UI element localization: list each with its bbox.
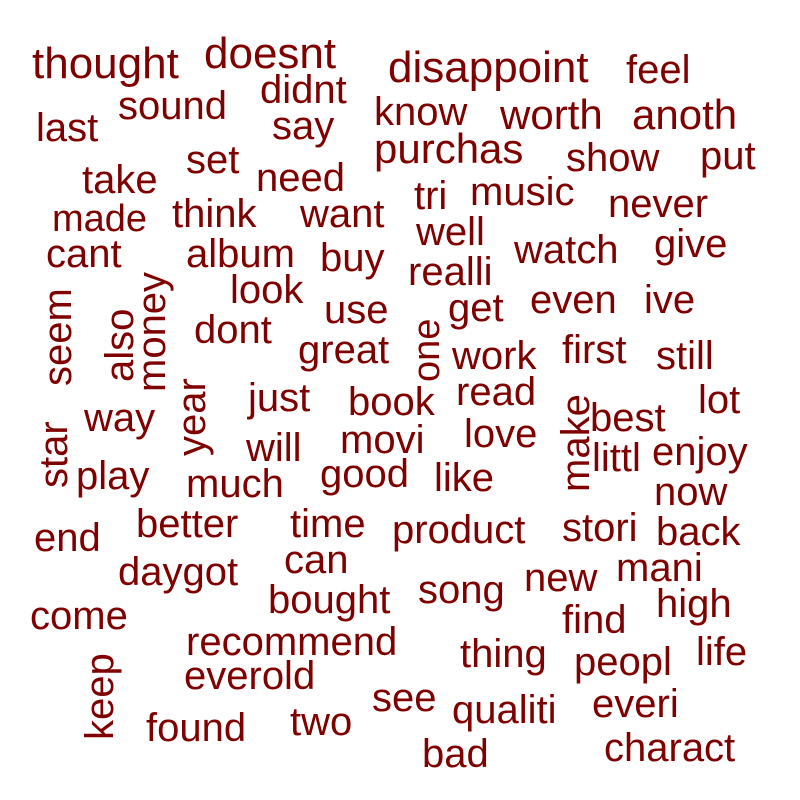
word-like: like xyxy=(434,456,495,500)
word-worth: worth xyxy=(500,91,603,138)
word-high: high xyxy=(656,582,732,626)
word-great: great xyxy=(298,328,390,372)
word-realli: realli xyxy=(408,250,493,294)
word-song: song xyxy=(418,568,505,612)
word-better: better xyxy=(136,502,239,546)
word-life: life xyxy=(696,630,748,674)
word-good: good xyxy=(320,452,409,496)
word-think: think xyxy=(172,192,257,236)
word-way: way xyxy=(84,396,156,440)
word-found: found xyxy=(146,706,247,750)
word-make: make xyxy=(554,394,598,492)
word-give: give xyxy=(654,222,728,266)
word-disappoint: disappoint xyxy=(388,43,589,92)
word-thought: thought xyxy=(32,39,179,88)
word-doesnt: doesnt xyxy=(204,29,337,78)
word-keep: keep xyxy=(78,653,122,740)
word-watch: watch xyxy=(514,228,619,272)
word-littl: littl xyxy=(592,436,641,480)
word-dont: dont xyxy=(194,308,272,352)
word-just: just xyxy=(248,376,311,420)
word-play: play xyxy=(76,454,150,498)
word-want: want xyxy=(300,192,385,236)
word-qualiti: qualiti xyxy=(452,688,557,732)
word-two: two xyxy=(290,700,353,744)
word-now: now xyxy=(654,470,728,514)
word-buy: buy xyxy=(320,236,385,280)
word-set: set xyxy=(186,138,240,182)
word-mani: mani xyxy=(616,546,703,590)
word-show: show xyxy=(566,136,660,180)
word-take: take xyxy=(82,158,158,202)
word-feel: feel xyxy=(626,48,691,92)
word-product: product xyxy=(392,508,526,552)
word-time: time xyxy=(290,502,366,546)
word-even: even xyxy=(530,278,617,322)
word-will: will xyxy=(246,426,302,470)
word-music: music xyxy=(470,170,575,214)
word-can: can xyxy=(284,538,349,582)
word-ive: ive xyxy=(644,278,696,322)
word-bad: bad xyxy=(422,732,489,776)
word-seem: seem xyxy=(36,288,80,386)
word-well: well xyxy=(416,210,485,254)
word-stori: stori xyxy=(562,506,638,550)
word-peopl: peopl xyxy=(574,640,672,684)
word-new: new xyxy=(524,556,598,600)
word-one: one xyxy=(406,318,448,382)
word-use: use xyxy=(324,288,389,332)
word-work: work xyxy=(452,334,537,378)
word-find: find xyxy=(562,598,627,642)
word-purchas: purchas xyxy=(374,125,524,172)
word-never: never xyxy=(608,182,709,226)
word-look: look xyxy=(230,268,304,312)
word-recommend: recommend xyxy=(186,620,398,664)
word-everi: everi xyxy=(592,682,679,726)
word-star: star xyxy=(32,421,76,488)
word-charact: charact xyxy=(604,726,736,770)
word-anoth: anoth xyxy=(632,91,738,138)
word-sound: sound xyxy=(118,84,227,128)
word-best: best xyxy=(590,396,666,440)
word-everold: everold xyxy=(184,654,316,698)
word-also: also xyxy=(98,308,142,382)
word-bought: bought xyxy=(268,578,391,622)
word-back: back xyxy=(656,510,741,554)
word-last: last xyxy=(36,106,99,150)
word-year: year xyxy=(170,378,214,456)
word-need: need xyxy=(256,156,345,200)
word-daygot: daygot xyxy=(118,550,239,594)
word-say: say xyxy=(272,104,335,148)
word-enjoy: enjoy xyxy=(652,430,748,474)
word-see: see xyxy=(372,676,437,720)
word-didnt: didnt xyxy=(260,68,347,112)
word-end: end xyxy=(34,516,101,560)
word-lot: lot xyxy=(698,378,741,422)
word-thing: thing xyxy=(460,632,547,676)
word-still: still xyxy=(656,334,714,378)
word-put: put xyxy=(700,134,756,178)
word-album: album xyxy=(186,232,295,276)
word-come: come xyxy=(30,594,128,638)
word-love: love xyxy=(464,412,538,456)
word-movi: movi xyxy=(340,418,425,462)
word-tri: tri xyxy=(414,174,448,218)
word-know: know xyxy=(374,90,468,134)
word-read: read xyxy=(456,370,537,414)
word-get: get xyxy=(448,286,504,330)
word-much: much xyxy=(186,462,284,506)
word-first: first xyxy=(562,328,627,372)
word-book: book xyxy=(348,380,435,424)
word-cant: cant xyxy=(46,232,122,276)
word-made: made xyxy=(52,198,148,240)
